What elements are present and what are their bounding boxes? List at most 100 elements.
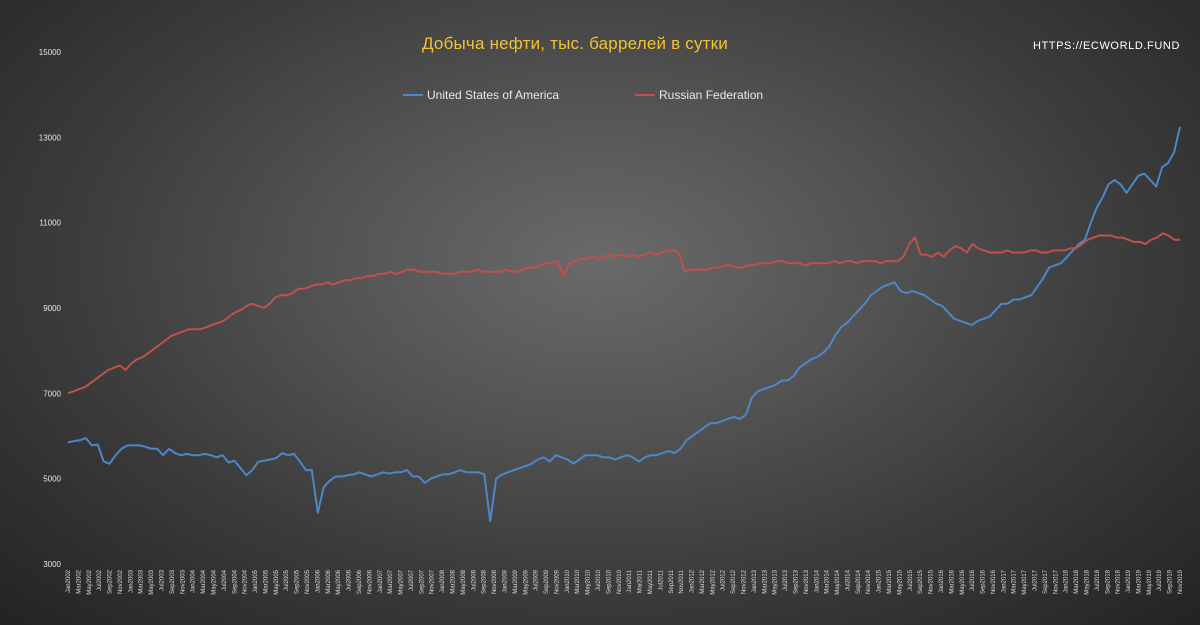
x-tick-label: Sep2018 bbox=[1105, 569, 1111, 594]
y-axis: 3000 5000 7000 9000 11000 13000 15000 bbox=[39, 48, 62, 569]
x-tick-label: Mar2007 bbox=[388, 569, 394, 593]
x-tick-label: Nov2007 bbox=[430, 569, 436, 594]
x-tick-label: Nov2009 bbox=[554, 569, 560, 594]
legend-swatch-usa bbox=[403, 94, 423, 96]
y-tick-label: 13000 bbox=[39, 133, 62, 142]
chart-title: Добыча нефти, тыс. баррелей в сутки bbox=[422, 34, 728, 53]
x-tick-label: Sep2008 bbox=[482, 569, 488, 594]
x-tick-label: Jul2009 bbox=[534, 569, 540, 591]
x-tick-label: Jan2006 bbox=[315, 569, 321, 593]
x-tick-label: Jul2008 bbox=[471, 569, 477, 591]
x-tick-label: Sep2004 bbox=[232, 569, 238, 594]
x-tick-label: Nov2014 bbox=[866, 569, 872, 594]
x-tick-label: Nov2019 bbox=[1178, 569, 1184, 594]
x-tick-label: Sep2006 bbox=[357, 569, 363, 594]
x-tick-label: Jan2009 bbox=[502, 569, 508, 593]
x-tick-label: May2010 bbox=[586, 569, 592, 594]
x-tick-label: May2009 bbox=[523, 569, 529, 594]
x-tick-label: May2004 bbox=[211, 569, 217, 594]
legend-item-usa: United States of America bbox=[403, 88, 559, 102]
x-tick-label: Jan2010 bbox=[565, 569, 571, 593]
x-tick-label: Jul2016 bbox=[970, 569, 976, 591]
x-tick-label: Jan2011 bbox=[627, 569, 633, 592]
legend-label-usa: United States of America bbox=[427, 88, 560, 102]
x-tick-label: Mar2016 bbox=[949, 569, 955, 593]
x-tick-label: Nov2015 bbox=[929, 569, 935, 594]
y-tick-label: 11000 bbox=[39, 219, 61, 228]
x-tick-label: Nov2006 bbox=[367, 569, 373, 594]
x-tick-label: May2007 bbox=[399, 569, 405, 594]
x-tick-label: Mar2012 bbox=[700, 569, 706, 593]
x-tick-label: May2017 bbox=[1022, 569, 1028, 594]
x-tick-label: Sep2016 bbox=[981, 569, 987, 594]
x-tick-label: Jul2012 bbox=[721, 569, 727, 591]
x-tick-label: Jan2016 bbox=[939, 569, 945, 593]
x-tick-label: May2013 bbox=[773, 569, 779, 594]
x-tick-label: Mar2019 bbox=[1136, 569, 1142, 593]
source-url: HTTPS://ECWORLD.FUND bbox=[1032, 40, 1180, 52]
y-tick-label: 5000 bbox=[43, 475, 61, 484]
x-tick-label: Mar2006 bbox=[326, 569, 332, 593]
x-tick-label: Nov2008 bbox=[492, 569, 498, 594]
x-tick-label: May2011 bbox=[648, 569, 654, 594]
x-tick-label: May2008 bbox=[461, 569, 467, 594]
x-tick-label: Mar2017 bbox=[1012, 569, 1018, 593]
x-tick-label: Jan2019 bbox=[1126, 569, 1132, 593]
x-tick-label: Sep2014 bbox=[856, 569, 862, 594]
x-tick-label: Sep2015 bbox=[918, 569, 924, 594]
x-tick-label: Sep2019 bbox=[1168, 569, 1174, 594]
x-tick-label: Mar2002 bbox=[76, 569, 82, 593]
x-tick-label: Jul2017 bbox=[1033, 569, 1039, 591]
x-tick-label: Jul2005 bbox=[284, 569, 290, 591]
x-tick-label: Jul2010 bbox=[596, 569, 602, 591]
x-tick-label: Mar2011 bbox=[638, 569, 644, 593]
series-layer bbox=[67, 126, 1181, 523]
x-tick-label: May2014 bbox=[835, 569, 841, 594]
legend-item-russia: Russian Federation bbox=[635, 88, 763, 102]
x-tick-label: Jul2003 bbox=[160, 569, 166, 591]
x-tick-label: May2019 bbox=[1147, 569, 1153, 594]
x-tick-label: Nov2002 bbox=[118, 569, 124, 594]
x-tick-label: Nov2013 bbox=[804, 569, 810, 594]
series-line-usa bbox=[67, 126, 1181, 523]
x-tick-label: Jul2019 bbox=[1157, 569, 1163, 591]
x-axis: Jan2002 Mar2002 May2002 Jul2002 Sep2002 Nov20… bbox=[66, 569, 1184, 594]
x-tick-label: Jan2002 bbox=[66, 569, 72, 593]
x-tick-label: May2018 bbox=[1084, 569, 1090, 594]
x-tick-label: Nov2011 bbox=[679, 569, 685, 593]
x-tick-label: May2015 bbox=[897, 569, 903, 594]
x-tick-label: Sep2005 bbox=[295, 569, 301, 594]
x-tick-label: Jul2014 bbox=[845, 569, 851, 591]
x-tick-label: Sep2013 bbox=[793, 569, 799, 594]
x-tick-label: Sep2012 bbox=[731, 569, 737, 594]
x-tick-label: Mar2018 bbox=[1074, 569, 1080, 593]
x-tick-label: May2012 bbox=[710, 569, 716, 594]
x-tick-label: May2002 bbox=[87, 569, 93, 594]
x-tick-label: Sep2011 bbox=[669, 569, 675, 593]
x-tick-label: Jan2014 bbox=[814, 569, 820, 593]
x-tick-label: May2005 bbox=[274, 569, 280, 594]
x-tick-label: Sep2007 bbox=[419, 569, 425, 594]
x-tick-label: Jul2006 bbox=[347, 569, 353, 591]
x-tick-label: Nov2010 bbox=[617, 569, 623, 594]
x-tick-label: Jan2012 bbox=[690, 569, 696, 593]
x-tick-label: Jul2018 bbox=[1095, 569, 1101, 591]
x-tick-label: Jan2013 bbox=[752, 569, 758, 593]
x-tick-label: Jan2017 bbox=[1001, 569, 1007, 593]
x-tick-label: May2016 bbox=[960, 569, 966, 594]
x-tick-label: Nov2005 bbox=[305, 569, 311, 594]
x-tick-label: Jan2015 bbox=[877, 569, 883, 593]
x-tick-label: Jul2013 bbox=[783, 569, 789, 591]
x-tick-label: May2003 bbox=[149, 569, 155, 594]
x-tick-label: Jan2008 bbox=[440, 569, 446, 593]
x-tick-label: Jan2007 bbox=[378, 569, 384, 593]
x-tick-label: Nov2017 bbox=[1053, 569, 1059, 594]
x-tick-label: Nov2012 bbox=[742, 569, 748, 594]
x-tick-label: Sep2017 bbox=[1043, 569, 1049, 594]
x-tick-label: Mar2013 bbox=[762, 569, 768, 593]
x-tick-label: Mar2008 bbox=[451, 569, 457, 593]
y-tick-label: 9000 bbox=[43, 304, 61, 313]
x-tick-label: Mar2009 bbox=[513, 569, 519, 593]
legend-swatch-russia bbox=[635, 94, 655, 96]
